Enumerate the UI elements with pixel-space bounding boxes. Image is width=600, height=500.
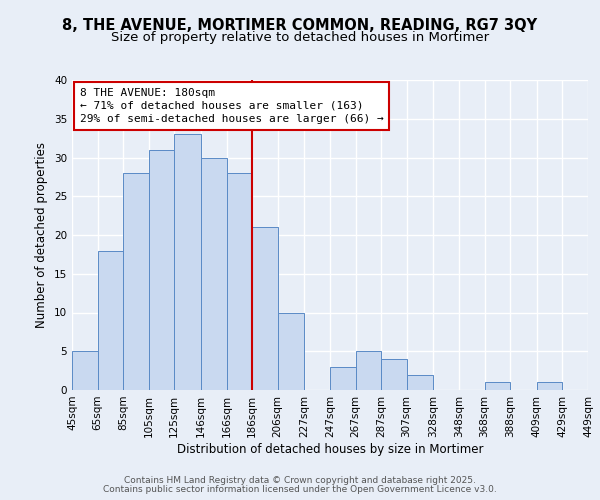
- X-axis label: Distribution of detached houses by size in Mortimer: Distribution of detached houses by size …: [177, 442, 483, 456]
- Bar: [123, 173, 149, 390]
- Bar: [356, 351, 381, 390]
- Bar: [381, 359, 407, 390]
- Bar: [252, 227, 278, 390]
- Bar: [485, 382, 510, 390]
- Text: Contains HM Land Registry data © Crown copyright and database right 2025.: Contains HM Land Registry data © Crown c…: [124, 476, 476, 485]
- Bar: [98, 250, 123, 390]
- Bar: [174, 134, 201, 390]
- Bar: [537, 382, 562, 390]
- Bar: [330, 367, 356, 390]
- Text: Size of property relative to detached houses in Mortimer: Size of property relative to detached ho…: [111, 31, 489, 44]
- Text: 8 THE AVENUE: 180sqm
← 71% of detached houses are smaller (163)
29% of semi-deta: 8 THE AVENUE: 180sqm ← 71% of detached h…: [80, 88, 383, 124]
- Bar: [149, 150, 174, 390]
- Bar: [407, 374, 433, 390]
- Text: 8, THE AVENUE, MORTIMER COMMON, READING, RG7 3QY: 8, THE AVENUE, MORTIMER COMMON, READING,…: [62, 18, 538, 32]
- Y-axis label: Number of detached properties: Number of detached properties: [35, 142, 49, 328]
- Bar: [201, 158, 227, 390]
- Bar: [278, 312, 304, 390]
- Text: Contains public sector information licensed under the Open Government Licence v3: Contains public sector information licen…: [103, 485, 497, 494]
- Bar: [227, 173, 252, 390]
- Bar: [72, 351, 98, 390]
